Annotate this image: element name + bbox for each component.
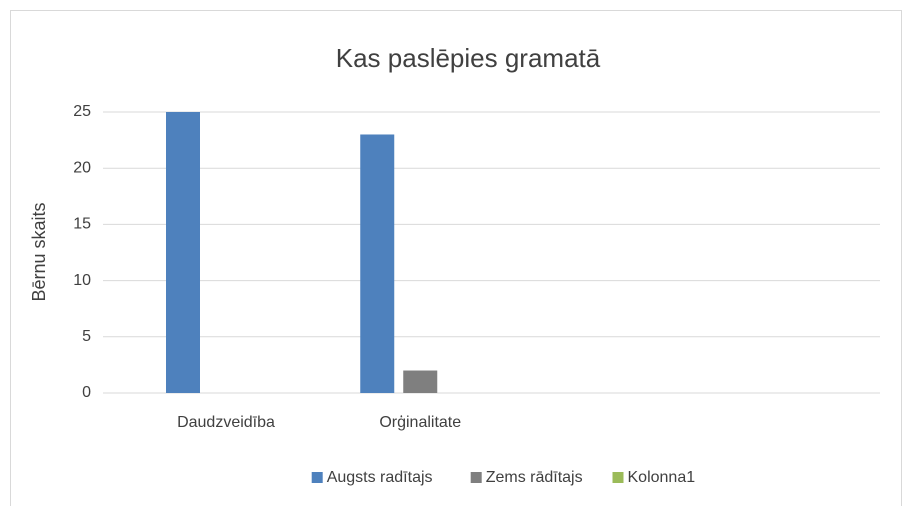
x-tick-label: Orģinalitate (379, 413, 461, 431)
chart-frame (10, 10, 902, 506)
y-tick-label: 10 (73, 272, 91, 289)
y-tick-label: 15 (73, 216, 91, 233)
y-tick-label: 20 (73, 159, 91, 176)
legend-swatch (612, 472, 624, 483)
y-tick-label: 5 (82, 328, 91, 345)
legend-label: Zems rādītajs (486, 469, 583, 486)
x-tick-label: Daudzveidība (177, 414, 275, 431)
bar (166, 112, 200, 393)
chart-title: Kas paslēpies gramatā (336, 43, 601, 73)
y-tick-label: 0 (82, 384, 91, 401)
legend-label: Kolonna1 (628, 469, 696, 486)
legend-swatch (470, 472, 482, 483)
legend-label: Augsts radītajs (327, 469, 433, 486)
y-axis-label: Bērnu skaits (29, 202, 49, 301)
bar (403, 370, 438, 393)
legend-swatch (311, 472, 323, 483)
y-tick-label: 25 (73, 103, 91, 120)
bar (360, 134, 395, 394)
